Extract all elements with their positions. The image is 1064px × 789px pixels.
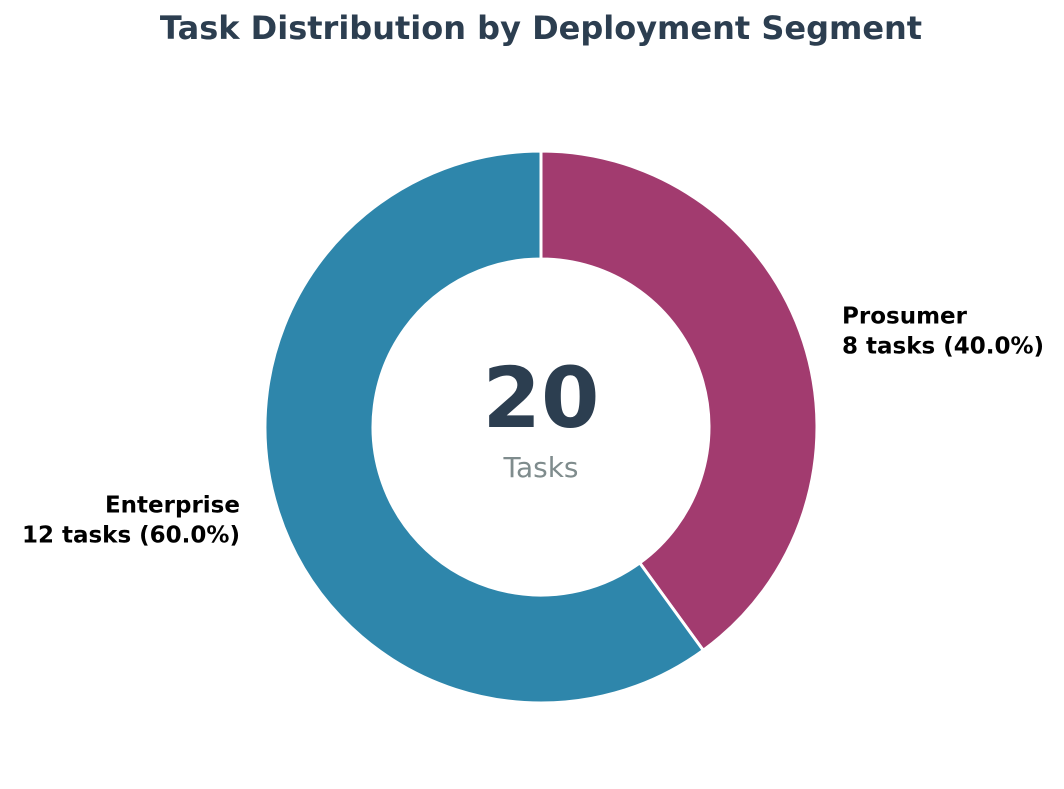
slice-enterprise xyxy=(263,149,706,705)
slices-layer xyxy=(263,149,819,705)
slice-label-value-prosumer: 8 tasks (40.0%) xyxy=(842,333,1044,359)
chart-title: Task Distribution by Deployment Segment xyxy=(160,9,922,47)
slice-label-name-enterprise: Enterprise xyxy=(105,493,240,519)
center-caption: Tasks xyxy=(502,451,578,484)
slice-prosumer xyxy=(539,149,819,653)
center-total: 20 xyxy=(483,349,600,447)
slice-label-value-enterprise: 12 tasks (60.0%) xyxy=(22,523,240,549)
slice-label-name-prosumer: Prosumer xyxy=(842,303,968,329)
labels-layer: Prosumer 8 tasks (40.0%) Enterprise 12 task… xyxy=(22,303,1044,548)
